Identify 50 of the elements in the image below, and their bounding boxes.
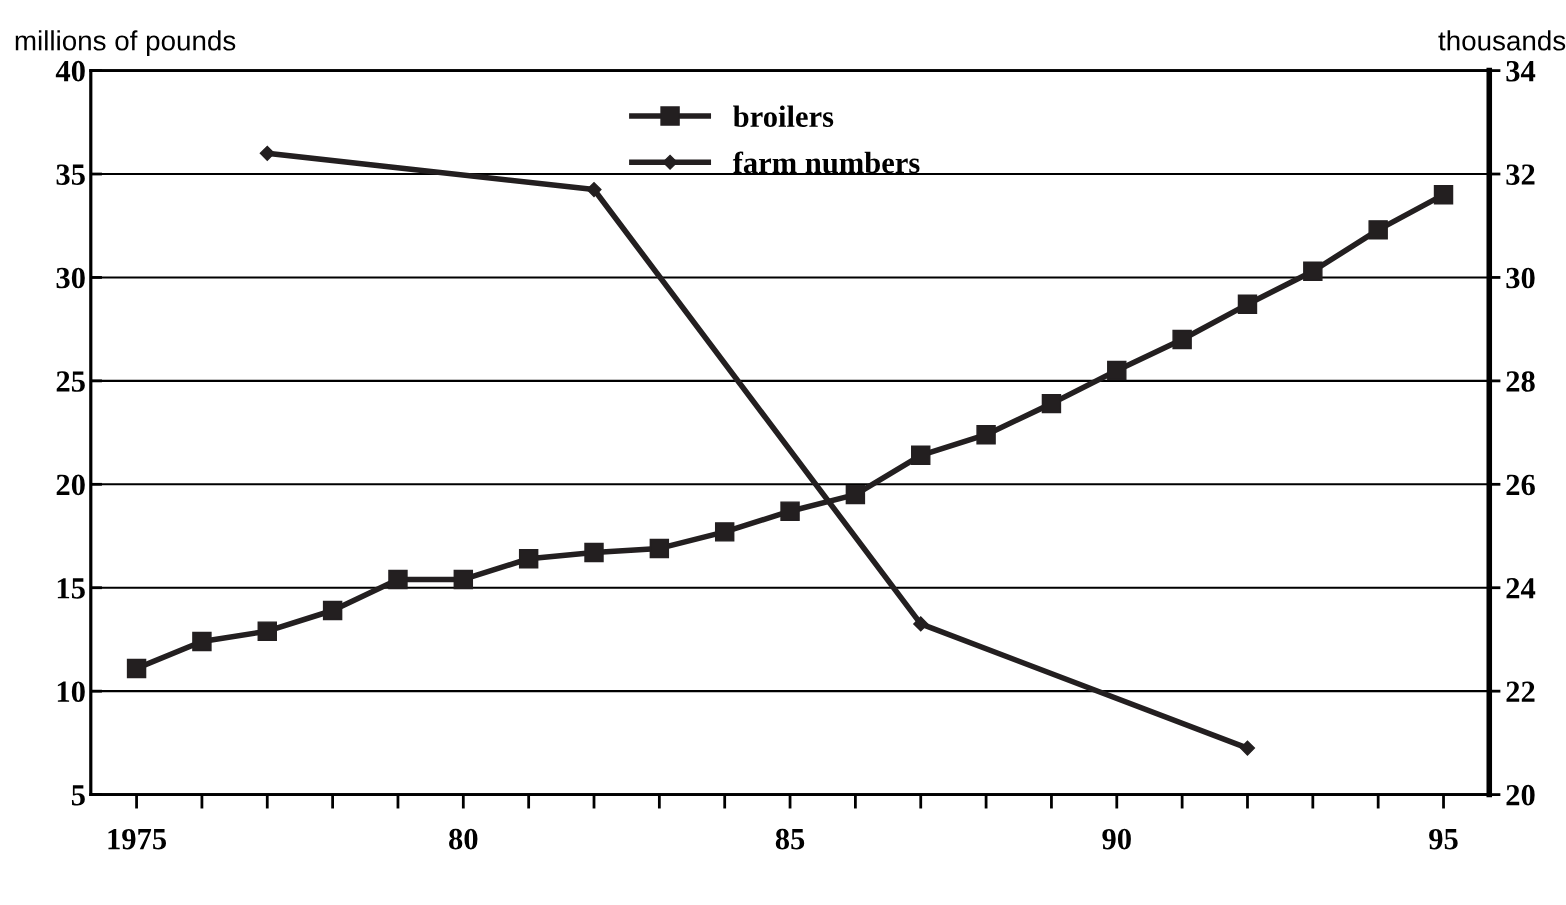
y-tick-label: 5 (71, 785, 85, 806)
y2-tick-label: 22 (1506, 681, 1535, 702)
y2-axis-title: thousands (1438, 30, 1566, 51)
point (192, 631, 212, 652)
point (518, 549, 539, 569)
legend-label: broilers (733, 105, 834, 128)
y-tick-label: 20 (56, 474, 85, 496)
point (780, 501, 800, 521)
point (126, 658, 147, 679)
y-tick-label: 40 (55, 60, 85, 82)
y-tick-label: 10 (57, 681, 85, 703)
point (1433, 184, 1454, 205)
point (845, 484, 866, 505)
x-tick-label: 90 (1102, 828, 1131, 850)
y2-tick-label: 34 (1506, 60, 1536, 82)
point (322, 600, 343, 621)
y2-tick-label: 24 (1506, 578, 1536, 599)
point (649, 538, 670, 559)
x-tick-label: 1975 (108, 828, 167, 850)
point (259, 145, 275, 161)
y-axis-title: millions of pounds (15, 30, 236, 57)
point (584, 542, 604, 563)
point (1107, 360, 1127, 381)
y2-tick-label: 30 (1506, 267, 1535, 289)
point (1239, 740, 1256, 756)
y-tick-label: 35 (56, 164, 85, 185)
x-tick-label: 80 (449, 828, 478, 850)
legend-label: farm numbers (732, 151, 920, 174)
point (1041, 393, 1062, 414)
point (911, 445, 931, 466)
y2-tick-label: 26 (1506, 474, 1535, 496)
x-tick-label: 85 (775, 828, 805, 850)
y2-tick-label: 20 (1506, 784, 1535, 806)
y-tick-label: 30 (56, 267, 85, 289)
point (1237, 294, 1258, 315)
y2-tick-label: 32 (1506, 164, 1535, 185)
point (913, 616, 929, 632)
point (714, 522, 735, 542)
y-tick-label: 25 (56, 371, 85, 392)
y-tick-label: 15 (57, 578, 85, 599)
point (1172, 329, 1192, 350)
point (388, 569, 408, 590)
x-tick-label: 95 (1429, 828, 1458, 850)
point (1303, 261, 1323, 281)
point (976, 424, 996, 445)
y2-tick-label: 28 (1506, 371, 1535, 392)
point (1368, 220, 1388, 240)
point (453, 569, 474, 590)
point (257, 621, 277, 641)
point (586, 181, 602, 198)
